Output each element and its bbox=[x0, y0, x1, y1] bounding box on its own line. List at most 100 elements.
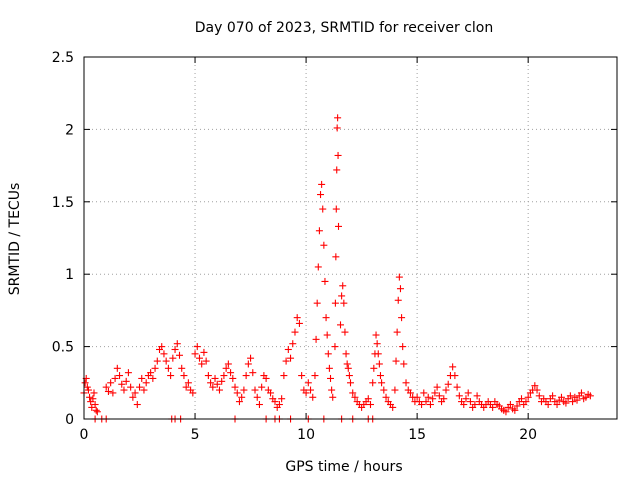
data-point bbox=[339, 282, 347, 290]
data-point bbox=[420, 389, 428, 397]
data-point bbox=[586, 392, 594, 400]
data-point bbox=[391, 386, 399, 394]
data-point bbox=[332, 205, 340, 213]
data-point bbox=[149, 374, 157, 382]
data-point bbox=[102, 383, 110, 391]
data-point bbox=[193, 343, 201, 351]
data-point bbox=[364, 395, 372, 403]
data-point bbox=[349, 389, 357, 397]
chart-title: Day 070 of 2023, SRMTID for receiver clo… bbox=[195, 20, 493, 36]
data-point bbox=[328, 386, 336, 394]
data-point bbox=[202, 357, 210, 365]
data-point bbox=[473, 392, 481, 400]
data-point bbox=[373, 340, 381, 348]
data-point bbox=[380, 386, 388, 394]
data-point bbox=[164, 364, 172, 372]
data-point bbox=[449, 363, 457, 371]
data-point bbox=[329, 393, 337, 401]
data-point bbox=[233, 389, 241, 397]
data-point bbox=[191, 350, 199, 358]
data-point bbox=[249, 369, 257, 377]
data-point bbox=[116, 372, 124, 380]
data-point bbox=[462, 395, 470, 403]
data-point bbox=[313, 299, 321, 307]
data-point bbox=[309, 393, 317, 401]
data-point bbox=[375, 360, 383, 368]
data-point bbox=[431, 389, 439, 397]
data-point bbox=[511, 406, 519, 414]
data-point bbox=[549, 392, 557, 400]
y-tick-label: 0.5 bbox=[52, 340, 74, 356]
data-point bbox=[337, 321, 345, 329]
data-point bbox=[440, 395, 448, 403]
data-point bbox=[372, 331, 380, 339]
data-point bbox=[344, 364, 352, 372]
data-point bbox=[333, 166, 341, 174]
y-axis-label: SRMTID / TECUs bbox=[7, 183, 23, 296]
data-point bbox=[334, 151, 342, 159]
data-point bbox=[324, 350, 332, 358]
data-point bbox=[215, 386, 223, 394]
data-point bbox=[378, 379, 386, 387]
data-point bbox=[489, 403, 497, 411]
data-point bbox=[413, 393, 421, 401]
data-point bbox=[293, 314, 301, 322]
data-point bbox=[104, 387, 112, 395]
data-point bbox=[424, 393, 432, 401]
data-point bbox=[291, 328, 299, 336]
data-point bbox=[242, 372, 250, 380]
data-point bbox=[282, 357, 290, 365]
data-point bbox=[244, 360, 252, 368]
data-point bbox=[258, 383, 266, 391]
data-point bbox=[376, 372, 384, 380]
data-point bbox=[315, 227, 323, 235]
data-point bbox=[267, 389, 275, 397]
data-point bbox=[323, 331, 331, 339]
data-point bbox=[319, 205, 327, 213]
data-point bbox=[140, 386, 148, 394]
data-point bbox=[253, 393, 261, 401]
x-tick-label: 0 bbox=[80, 427, 89, 443]
x-tick-label: 10 bbox=[297, 427, 315, 443]
data-point bbox=[133, 401, 141, 409]
x-tick-label: 20 bbox=[519, 427, 537, 443]
data-point bbox=[136, 383, 144, 391]
data-point bbox=[93, 408, 101, 416]
data-point bbox=[120, 386, 128, 394]
data-point bbox=[518, 395, 526, 403]
data-point bbox=[138, 374, 146, 382]
data-point bbox=[347, 379, 354, 387]
data-point bbox=[393, 328, 401, 336]
data-point bbox=[158, 343, 166, 351]
data-point bbox=[302, 389, 310, 397]
data-point bbox=[325, 364, 333, 372]
data-point bbox=[544, 401, 552, 409]
data-point bbox=[535, 392, 543, 400]
data-point bbox=[513, 402, 521, 410]
data-point bbox=[295, 319, 303, 327]
data-point bbox=[182, 383, 190, 391]
data-point bbox=[340, 299, 348, 307]
data-point bbox=[287, 354, 295, 362]
data-point bbox=[400, 360, 408, 368]
data-point bbox=[235, 398, 243, 406]
data-point bbox=[429, 395, 437, 403]
data-point bbox=[471, 401, 479, 409]
data-point bbox=[169, 354, 177, 362]
data-point bbox=[332, 253, 340, 261]
data-point bbox=[147, 369, 155, 377]
x-tick-label: 15 bbox=[408, 427, 426, 443]
data-point bbox=[204, 372, 212, 380]
y-tick-label: 1 bbox=[65, 267, 74, 283]
data-point bbox=[220, 372, 228, 380]
data-point bbox=[369, 379, 377, 387]
data-point bbox=[167, 372, 175, 380]
axis-ticks: 0 5 10 15 20 0 0.5 1 1.5 2 2.5 bbox=[52, 50, 617, 443]
data-point bbox=[333, 124, 341, 132]
data-point bbox=[222, 364, 230, 372]
data-point bbox=[338, 292, 346, 300]
data-point bbox=[304, 379, 312, 387]
data-point bbox=[107, 379, 115, 387]
data-point bbox=[129, 393, 137, 401]
